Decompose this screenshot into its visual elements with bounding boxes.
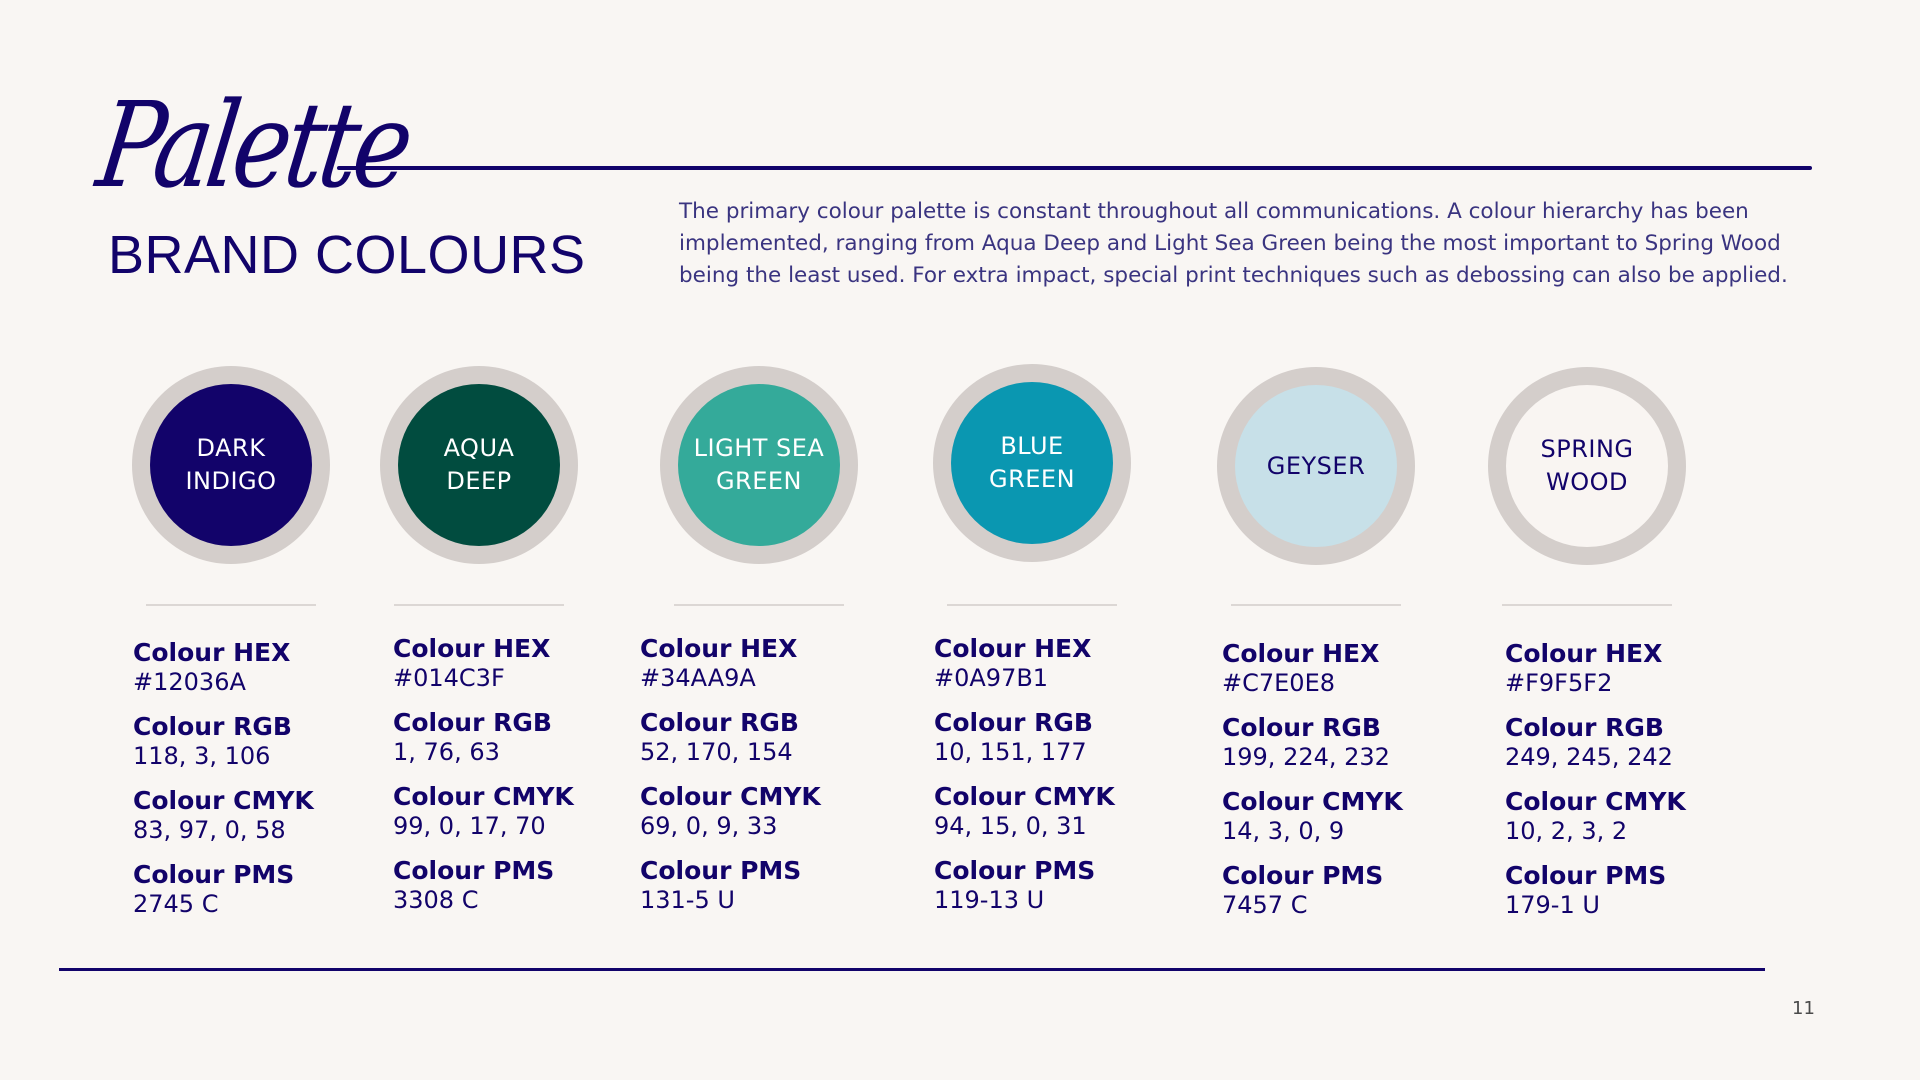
rgb-label: Colour RGB <box>393 708 552 737</box>
cmyk-value: 10, 2, 3, 2 <box>1505 817 1628 845</box>
rgb-label: Colour RGB <box>133 712 292 741</box>
swatch-ring: AQUA DEEP <box>380 366 578 564</box>
pms-value: 131-5 U <box>640 886 735 914</box>
column-divider <box>947 604 1117 606</box>
swatch-circle: LIGHT SEA GREEN <box>678 384 840 546</box>
page-subtitle: BRAND COLOURS <box>108 225 586 285</box>
pms-value: 119-13 U <box>934 886 1045 914</box>
hex-label: Colour HEX <box>133 638 291 667</box>
rgb-label: Colour RGB <box>1505 713 1664 742</box>
spec-list: Colour HEX #F9F5F2 Colour RGB 249, 245, 24… <box>1505 638 1745 934</box>
swatch-ring: DARK INDIGO <box>132 366 330 564</box>
cmyk-value: 14, 3, 0, 9 <box>1222 817 1345 845</box>
cmyk-label: Colour CMYK <box>393 782 574 811</box>
hex-value: #014C3F <box>393 664 505 692</box>
rgb-label: Colour RGB <box>934 708 1093 737</box>
pms-label: Colour PMS <box>1505 861 1667 890</box>
cmyk-value: 99, 0, 17, 70 <box>393 812 546 840</box>
pms-label: Colour PMS <box>640 856 802 885</box>
rgb-value: 249, 245, 242 <box>1505 743 1673 771</box>
title-rule <box>337 166 1812 170</box>
swatch-circle: BLUE GREEN <box>951 382 1113 544</box>
cmyk-value: 83, 97, 0, 58 <box>133 816 286 844</box>
swatch-ring: LIGHT SEA GREEN <box>660 366 858 564</box>
swatch-label: SPRING WOOD <box>1540 435 1634 496</box>
rgb-label: Colour RGB <box>640 708 799 737</box>
spec-list: Colour HEX #12036A Colour RGB 118, 3, 106 … <box>133 637 373 933</box>
cmyk-value: 94, 15, 0, 31 <box>934 812 1087 840</box>
swatch-ring: BLUE GREEN <box>933 364 1131 562</box>
hex-value: #F9F5F2 <box>1505 669 1613 697</box>
swatch-label: BLUE GREEN <box>988 432 1076 493</box>
column-divider <box>1231 604 1401 606</box>
cmyk-label: Colour CMYK <box>640 782 821 811</box>
hex-label: Colour HEX <box>1222 639 1380 668</box>
column-divider <box>394 604 564 606</box>
intro-paragraph: The primary colour palette is constant t… <box>679 199 1788 288</box>
pms-value: 7457 C <box>1222 891 1308 919</box>
swatch-circle: SPRING WOOD <box>1506 385 1668 547</box>
cmyk-label: Colour CMYK <box>934 782 1115 811</box>
swatch-ring: SPRING WOOD <box>1488 367 1686 565</box>
swatch-label: AQUA DEEP <box>443 434 515 495</box>
hex-label: Colour HEX <box>934 634 1092 663</box>
swatch-label: DARK INDIGO <box>185 434 277 495</box>
hex-label: Colour HEX <box>640 634 798 663</box>
hex-value: #C7E0E8 <box>1222 669 1336 697</box>
rgb-value: 52, 170, 154 <box>640 738 793 766</box>
bottom-rule <box>59 968 1765 971</box>
hex-value: #34AA9A <box>640 664 756 692</box>
swatch-circle: AQUA DEEP <box>398 384 560 546</box>
swatch-circle: GEYSER <box>1235 385 1397 547</box>
spec-list: Colour HEX #C7E0E8 Colour RGB 199, 224, 23… <box>1222 638 1462 934</box>
cmyk-label: Colour CMYK <box>1505 787 1686 816</box>
hex-value: #12036A <box>133 668 246 696</box>
pms-label: Colour PMS <box>934 856 1096 885</box>
hex-label: Colour HEX <box>393 634 551 663</box>
hex-value: #0A97B1 <box>934 664 1049 692</box>
swatch-label: GEYSER <box>1266 451 1366 480</box>
spec-list: Colour HEX #34AA9A Colour RGB 52, 170, 154… <box>640 633 880 929</box>
pms-label: Colour PMS <box>393 856 555 885</box>
rgb-value: 10, 151, 177 <box>934 738 1087 766</box>
swatch-ring: GEYSER <box>1217 367 1415 565</box>
rgb-label: Colour RGB <box>1222 713 1381 742</box>
hex-label: Colour HEX <box>1505 639 1663 668</box>
swatch-circle: DARK INDIGO <box>150 384 312 546</box>
rgb-value: 118, 3, 106 <box>133 742 271 770</box>
spec-list: Colour HEX #0A97B1 Colour RGB 10, 151, 177… <box>934 633 1174 929</box>
pms-value: 2745 C <box>133 890 219 918</box>
pms-value: 3308 C <box>393 886 479 914</box>
column-divider <box>674 604 844 606</box>
spec-list: Colour HEX #014C3F Colour RGB 1, 76, 63 Co… <box>393 633 633 929</box>
script-title: Palette <box>90 76 417 214</box>
column-divider <box>146 604 316 606</box>
rgb-value: 199, 224, 232 <box>1222 743 1390 771</box>
page-number: 11 <box>1792 998 1815 1019</box>
swatch-label: LIGHT SEA GREEN <box>693 434 825 495</box>
rgb-value: 1, 76, 63 <box>393 738 500 766</box>
pms-label: Colour PMS <box>133 860 295 889</box>
column-divider <box>1502 604 1672 606</box>
cmyk-value: 69, 0, 9, 33 <box>640 812 778 840</box>
pms-value: 179-1 U <box>1505 891 1600 919</box>
pms-label: Colour PMS <box>1222 861 1384 890</box>
cmyk-label: Colour CMYK <box>1222 787 1403 816</box>
cmyk-label: Colour CMYK <box>133 786 314 815</box>
